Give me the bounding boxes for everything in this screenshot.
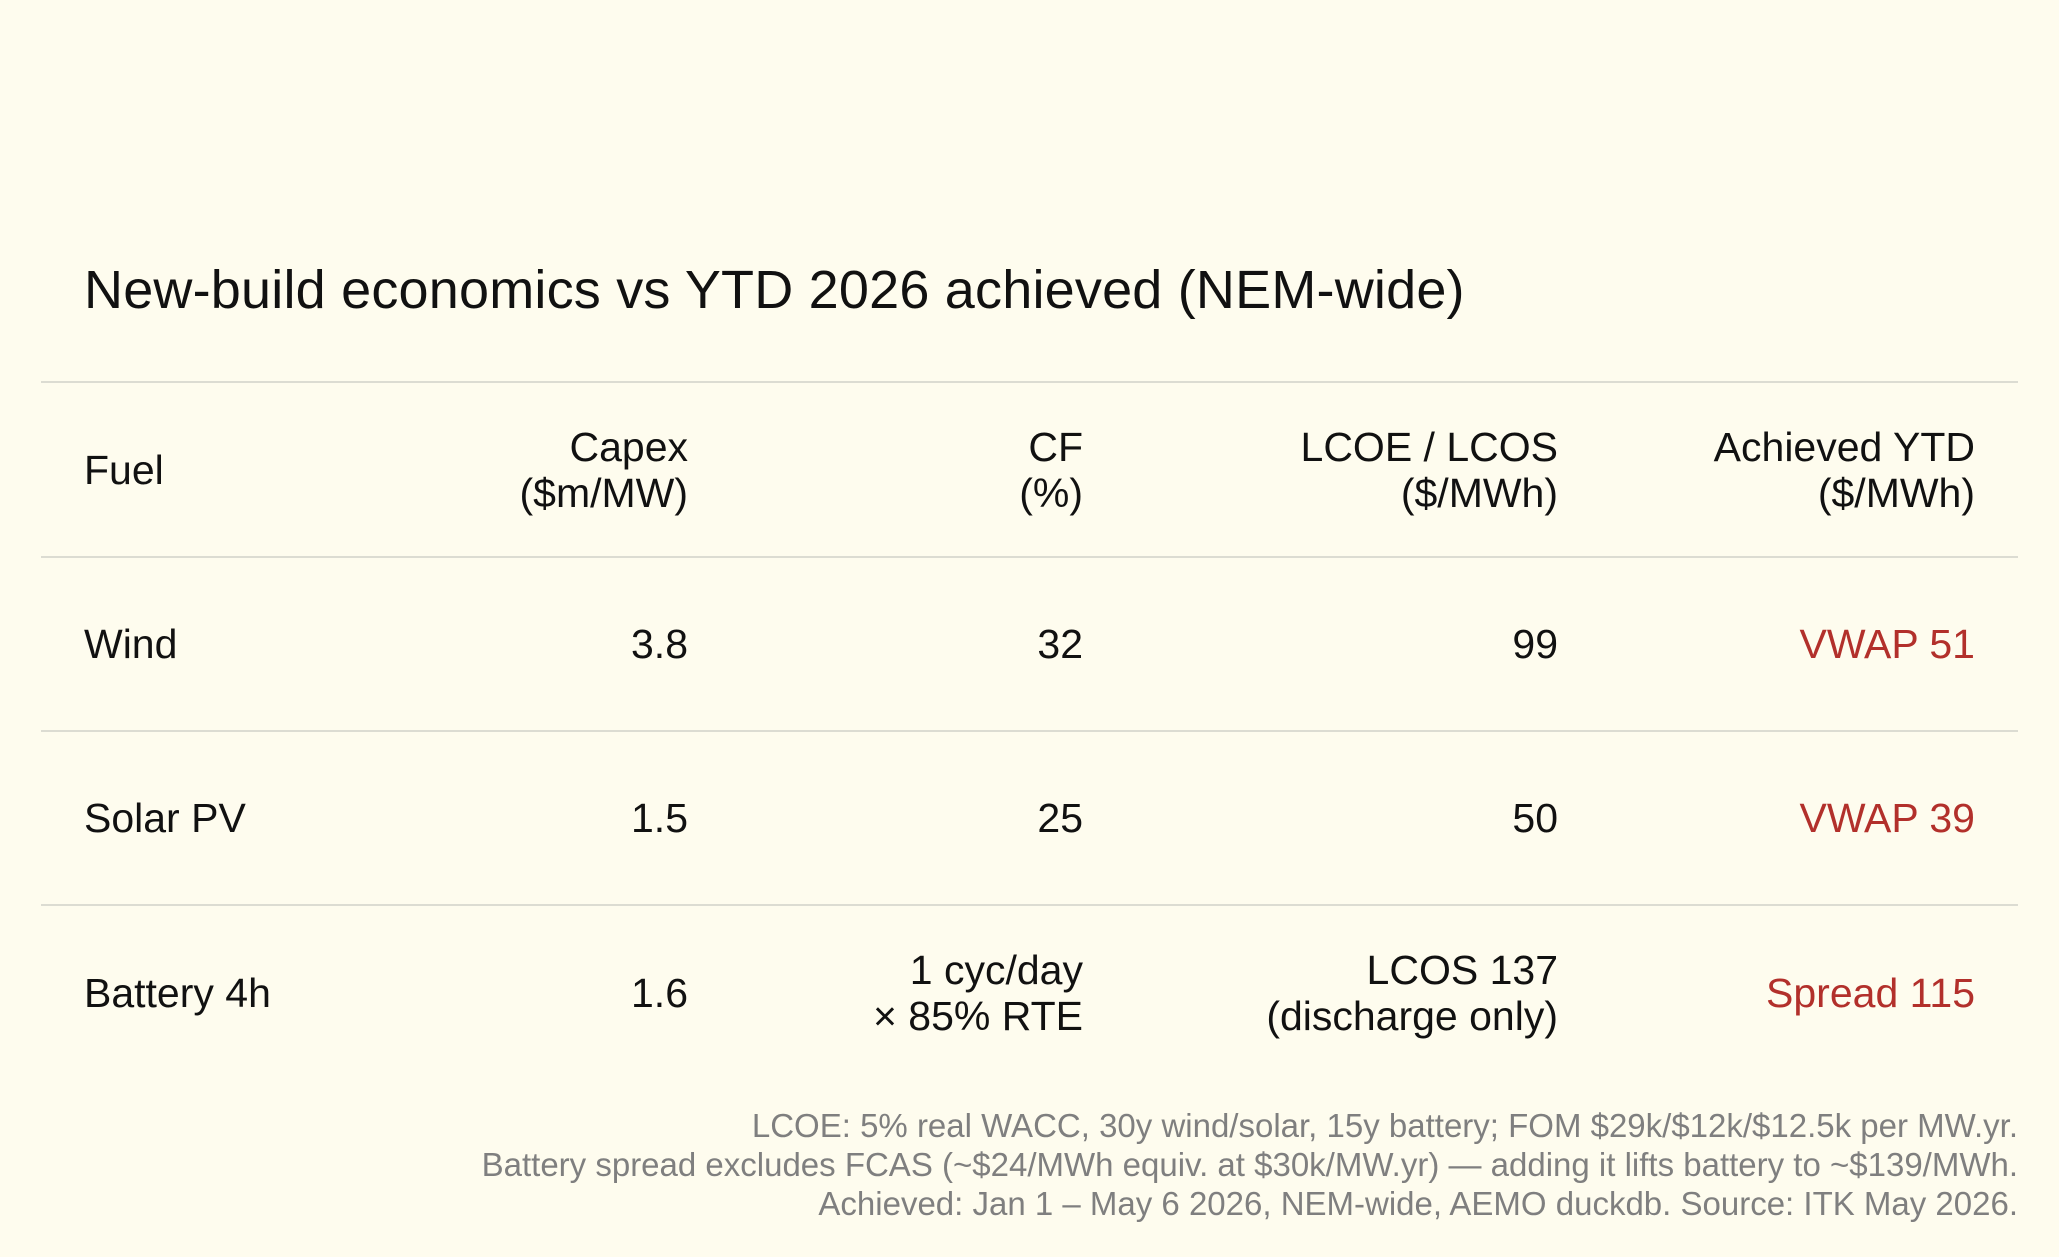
cell-cf: 32 [1037,621,1083,667]
economics-table: Fuel Capex ($m/MW) CF (%) LCOE / LCOS ($… [41,381,2018,1079]
footnote-lcoe-assumptions: LCOE: 5% real WACC, 30y wind/solar, 15y … [751,1107,2018,1144]
cell-capex: 1.5 [631,795,688,841]
cell-achieved: VWAP 51 [1799,621,1975,667]
cell-lcoe: 50 [1512,795,1558,841]
footnote-battery-spread: Battery spread excludes FCAS (~$24/MWh e… [481,1146,2018,1183]
header-lcoe: LCOE / LCOS ($/MWh) [1300,423,1558,516]
cell-lcoe: 99 [1512,621,1558,667]
cell-achieved: Spread 115 [1766,969,1975,1016]
cell-achieved: VWAP 39 [1799,795,1975,841]
table-title: New-build economics vs YTD 2026 achieved… [84,260,1465,320]
cell-capex: 3.8 [631,621,688,667]
header-achieved: Achieved YTD ($/MWh) [1713,423,1975,516]
header-capex: Capex ($m/MW) [519,423,688,516]
cell-fuel: Solar PV [84,795,246,841]
header-cf: CF (%) [1019,423,1083,516]
table-row-battery-4h: Battery 4h 1.6 1 cyc/day × 85% RTE LCOS … [41,905,2018,1079]
footnote-achieved-source: Achieved: Jan 1 – May 6 2026, NEM-wide, … [818,1185,2018,1222]
cell-lcoe: LCOS 137 (discharge only) [1266,946,1558,1039]
cell-fuel: Battery 4h [84,969,271,1016]
table-row-solar-pv: Solar PV 1.5 25 50 VWAP 39 [41,731,2018,905]
table-header-row: Fuel Capex ($m/MW) CF (%) LCOE / LCOS ($… [41,382,2018,557]
cell-capex: 1.6 [631,969,688,1016]
cell-cf: 1 cyc/day × 85% RTE [872,946,1083,1039]
header-fuel: Fuel [84,446,164,493]
footnotes: LCOE: 5% real WACC, 30y wind/solar, 15y … [482,1106,2018,1223]
cell-fuel: Wind [84,621,178,667]
cell-cf: 25 [1037,795,1083,841]
table-row-wind: Wind 3.8 32 99 VWAP 51 [41,557,2018,731]
